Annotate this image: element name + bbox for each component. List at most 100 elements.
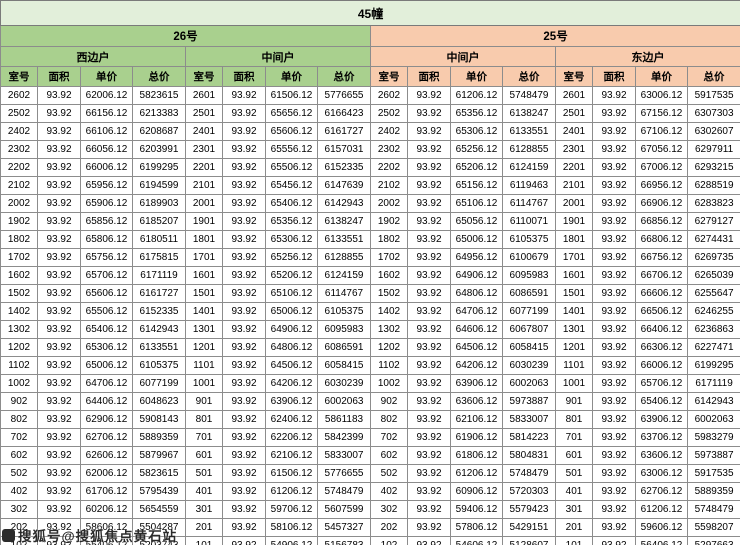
col-header-total-price: 总价 <box>132 66 186 87</box>
cell-total-price: 5720303 <box>502 482 556 501</box>
cell-room: 202 <box>370 518 408 537</box>
cell-room: 402 <box>0 482 38 501</box>
cell-area: 93.92 <box>37 104 81 123</box>
table-row: 1102 93.92 65006.12 6105375 1101 93.92 64506.1… <box>0 356 740 375</box>
cell-area: 93.92 <box>407 518 451 537</box>
cell-total-price: 6002063 <box>502 374 556 393</box>
cell-total-price: 5429151 <box>502 518 556 537</box>
cell-unit-price: 65006.12 <box>265 302 318 321</box>
cell-area: 93.92 <box>407 446 451 465</box>
cell-total-price: 6128855 <box>502 140 556 159</box>
cell-room: 2202 <box>0 158 38 177</box>
cell-area: 93.92 <box>37 446 81 465</box>
cell-area: 93.92 <box>592 122 636 141</box>
section-25-header: 25号 <box>369 25 740 47</box>
cell-room: 2602 <box>0 86 38 105</box>
cell-total-price: 6095983 <box>317 320 371 339</box>
cell-total-price: 6030239 <box>317 374 371 393</box>
cell-area: 93.92 <box>407 356 451 375</box>
cell-room: 601 <box>185 446 223 465</box>
cell-total-price: 6077199 <box>132 374 186 393</box>
cell-unit-price: 65506.12 <box>80 302 133 321</box>
table-row: 1002 93.92 64706.12 6077199 1001 93.92 64206.1… <box>0 374 740 393</box>
cell-area: 93.92 <box>407 410 451 429</box>
cell-room: 1102 <box>0 356 38 375</box>
cell-total-price: 6185207 <box>132 212 186 231</box>
cell-total-price: 5917535 <box>686 86 740 105</box>
cell-area: 93.92 <box>407 158 451 177</box>
cell-unit-price: 65606.12 <box>80 284 133 303</box>
cell-total-price: 6208687 <box>132 122 186 141</box>
cell-area: 93.92 <box>37 212 81 231</box>
cell-unit-price: 62206.12 <box>265 428 318 447</box>
cell-unit-price: 59706.12 <box>265 500 318 519</box>
cell-total-price: 5297663 <box>686 536 740 545</box>
cell-room: 1001 <box>185 374 223 393</box>
cell-room: 401 <box>185 482 223 501</box>
cell-room: 1702 <box>0 248 38 267</box>
cell-area: 93.92 <box>222 410 266 429</box>
cell-area: 93.92 <box>407 230 451 249</box>
cell-room: 2202 <box>370 158 408 177</box>
cell-unit-price: 65706.12 <box>635 374 688 393</box>
cell-room: 1602 <box>0 266 38 285</box>
cell-total-price: 6152335 <box>317 158 371 177</box>
cell-area: 93.92 <box>407 284 451 303</box>
cell-room: 2001 <box>555 194 593 213</box>
cell-unit-price: 61206.12 <box>450 86 503 105</box>
cell-unit-price: 65456.12 <box>265 176 318 195</box>
cell-room: 1701 <box>555 248 593 267</box>
cell-room: 2602 <box>370 86 408 105</box>
cell-total-price: 6086591 <box>502 284 556 303</box>
cell-total-price: 6105375 <box>502 230 556 249</box>
cell-room: 1501 <box>555 284 593 303</box>
col-header-room: 室号 <box>0 66 38 87</box>
cell-area: 93.92 <box>407 104 451 123</box>
cell-unit-price: 58106.12 <box>265 518 318 537</box>
cell-total-price: 6138247 <box>502 104 556 123</box>
cell-room: 101 <box>185 536 223 545</box>
cell-total-price: 5504287 <box>132 518 186 537</box>
cell-area: 93.92 <box>37 356 81 375</box>
cell-area: 93.92 <box>592 500 636 519</box>
cell-room: 101 <box>555 536 593 545</box>
cell-area: 93.92 <box>37 518 81 537</box>
cell-room: 601 <box>555 446 593 465</box>
cell-total-price: 6002063 <box>317 392 371 411</box>
cell-room: 1102 <box>370 356 408 375</box>
cell-room: 1202 <box>0 338 38 357</box>
cell-total-price: 5748479 <box>502 464 556 483</box>
cell-total-price: 6002063 <box>686 410 740 429</box>
cell-unit-price: 59406.12 <box>450 500 503 519</box>
cell-room: 201 <box>185 518 223 537</box>
cell-area: 93.92 <box>222 284 266 303</box>
cell-total-price: 5823615 <box>132 86 186 105</box>
cell-unit-price: 64206.12 <box>265 374 318 393</box>
cell-unit-price: 65406.12 <box>265 194 318 213</box>
cell-area: 93.92 <box>222 302 266 321</box>
cell-room: 2102 <box>370 176 408 195</box>
cell-total-price: 6095983 <box>502 266 556 285</box>
cell-unit-price: 63006.12 <box>635 86 688 105</box>
cell-room: 2301 <box>185 140 223 159</box>
col-header-area: 面积 <box>407 66 451 87</box>
cell-room: 1702 <box>370 248 408 267</box>
cell-unit-price: 65006.12 <box>450 230 503 249</box>
cell-unit-price: 58606.12 <box>80 518 133 537</box>
cell-room: 2101 <box>555 176 593 195</box>
cell-room: 502 <box>0 464 38 483</box>
cell-area: 93.92 <box>592 374 636 393</box>
table-row: 402 93.92 61706.12 5795439 401 93.92 61206.12 5… <box>0 482 740 501</box>
table-row: 1502 93.92 65606.12 6161727 1501 93.92 65106.1… <box>0 284 740 303</box>
col-header-total-price: 总价 <box>317 66 371 87</box>
cell-room: 1301 <box>555 320 593 339</box>
cell-unit-price: 67156.12 <box>635 104 688 123</box>
cell-total-price: 6124159 <box>502 158 556 177</box>
cell-room: 802 <box>0 410 38 429</box>
cell-total-price: 6157031 <box>317 140 371 159</box>
cell-total-price: 6302607 <box>686 122 740 141</box>
cell-total-price: 5607599 <box>317 500 371 519</box>
cell-unit-price: 64956.12 <box>450 248 503 267</box>
cell-total-price: 6279127 <box>686 212 740 231</box>
